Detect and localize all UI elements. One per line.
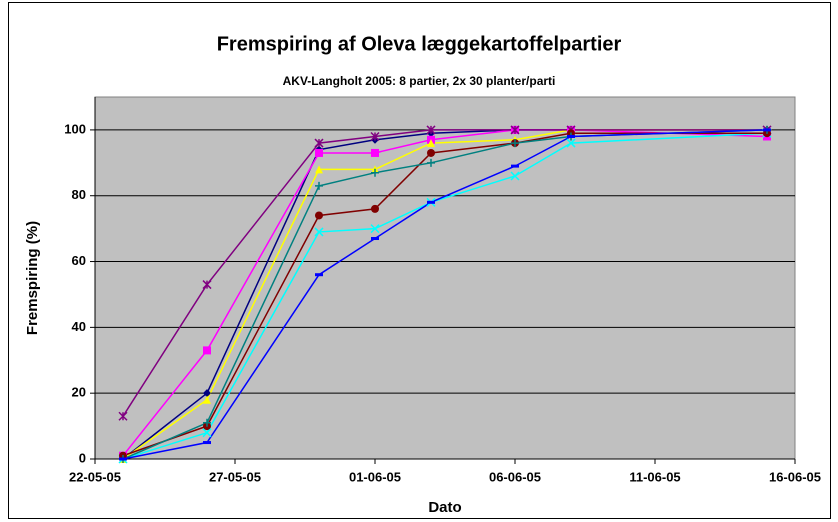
marker xyxy=(370,224,380,234)
x-tick-label: 16-06-05 xyxy=(769,469,821,484)
marker xyxy=(315,181,323,190)
marker xyxy=(119,457,127,461)
marker xyxy=(315,211,323,220)
x-tick-label: 06-06-05 xyxy=(489,469,541,484)
marker xyxy=(314,227,324,237)
series-line xyxy=(122,132,768,460)
marker xyxy=(315,148,323,157)
marker xyxy=(203,418,211,427)
x-tick-label: 01-06-05 xyxy=(349,469,401,484)
series-line xyxy=(122,129,768,460)
chart-title: Fremspiring af Oleva læggekartoffelparti… xyxy=(217,33,622,55)
x-tick-label: 11-06-05 xyxy=(629,469,680,484)
marker xyxy=(370,131,380,142)
x-axis-label: Dato xyxy=(428,499,461,516)
marker xyxy=(427,148,435,157)
marker xyxy=(202,280,212,290)
y-tick-label: 100 xyxy=(64,121,86,136)
marker xyxy=(203,441,211,445)
x-tick-label: 27-05-05 xyxy=(209,469,261,484)
y-tick-label: 80 xyxy=(72,187,86,202)
series-line xyxy=(122,132,767,457)
marker xyxy=(314,138,324,148)
marker xyxy=(567,134,575,138)
series-line xyxy=(122,129,767,460)
marker xyxy=(202,428,212,438)
series-line xyxy=(122,129,768,460)
marker xyxy=(118,411,128,421)
marker xyxy=(427,139,435,148)
marker xyxy=(203,389,211,398)
y-tick-label: 40 xyxy=(72,319,86,334)
marker xyxy=(511,139,519,148)
marker xyxy=(371,204,379,213)
marker xyxy=(371,237,379,241)
marker xyxy=(427,158,435,167)
marker xyxy=(511,164,519,168)
marker xyxy=(566,138,576,148)
y-tick-label: 60 xyxy=(72,253,86,268)
marker xyxy=(427,200,435,204)
chart-subtitle: AKV-Langholt 2005: 8 partier, 2x 30 plan… xyxy=(283,74,556,88)
marker xyxy=(763,128,771,132)
marker xyxy=(426,125,436,135)
marker xyxy=(203,346,211,355)
marker xyxy=(203,395,211,404)
marker xyxy=(315,165,323,174)
marker xyxy=(510,125,520,135)
series-line xyxy=(122,129,767,417)
marker xyxy=(510,171,520,181)
x-tick-label: 22-05-05 xyxy=(69,469,121,484)
y-axis-label: Fremspiring (%) xyxy=(24,221,41,335)
marker xyxy=(371,168,379,177)
y-tick-label: 0 xyxy=(79,450,86,465)
marker xyxy=(315,273,323,277)
marker xyxy=(371,148,379,157)
y-tick-label: 20 xyxy=(72,385,86,400)
